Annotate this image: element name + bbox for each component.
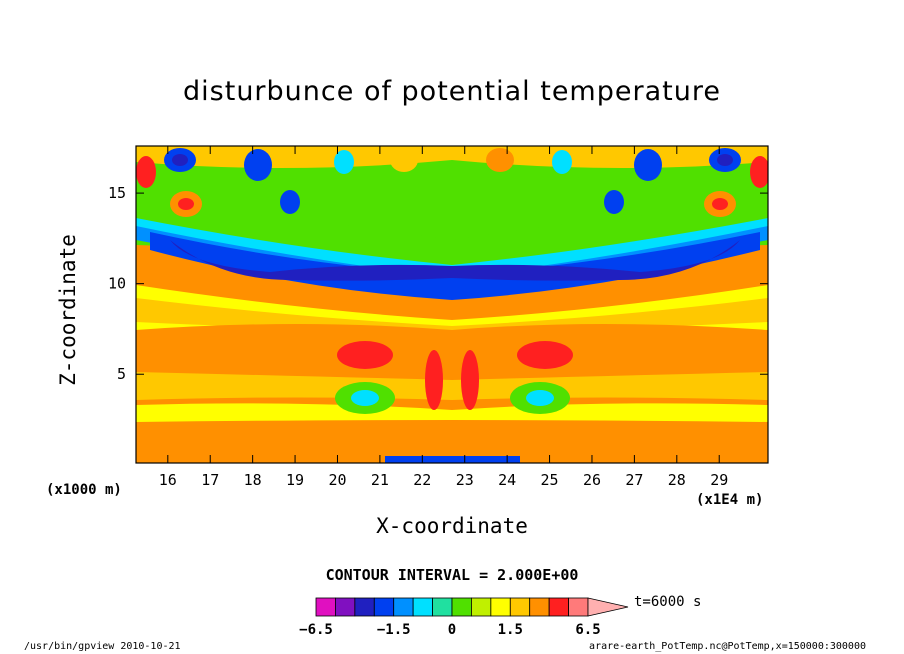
x-unit-right: (x1E4 m) [696,492,764,508]
colorbar [315,597,629,617]
x-tick-label: 22 [413,471,431,489]
warm-plume-right [461,350,479,410]
chart-title: disturbunce of potential temperature [183,76,721,107]
colorbar-segment [412,597,433,617]
blue-layer [150,232,760,300]
plot-frame [135,145,769,464]
time-label: t=6000 s [634,594,702,610]
colorbar-label: 6.5 [575,622,601,638]
footer-source: arare-earth_PotTemp.nc@PotTemp,x=150000:… [589,641,866,652]
x-tick-label: 23 [456,471,474,489]
colorbar-segment [373,597,395,617]
x-tick-label: 19 [286,471,304,489]
x-tick-label: 20 [328,471,346,489]
warm-cell-right [517,341,573,369]
colorbar-segment [529,597,550,617]
colorbar-segment [432,597,453,617]
x-tick-label: 24 [498,471,516,489]
x-tick-label: 28 [668,471,686,489]
colorbar-segment [393,597,414,617]
colorbar-segment [471,597,492,617]
colorbar-label: −6.5 [299,622,333,638]
warm-plume-left [425,350,443,410]
x-tick-label: 26 [583,471,601,489]
orange-lower-band [136,372,768,400]
y-axis-ticks: 5 10 15 [108,184,768,383]
y-tick-label: 10 [108,275,126,293]
x-tick-label: 25 [541,471,559,489]
orange-light-band [136,298,768,330]
colorbar-extension [587,597,629,617]
colorbar-segment [451,597,472,617]
x-tick-label: 16 [159,471,177,489]
cool-core-left [351,390,379,406]
colorbar-segment [548,597,569,617]
colorbar-segment [509,597,531,617]
yellow-lower-band [136,403,768,422]
colorbar-segment [490,597,511,617]
x-tick-label: 29 [710,471,728,489]
plot-area [136,146,768,463]
warm-cell-left [337,341,393,369]
dark-blue-layer [170,240,740,281]
surface-cool-strip [385,456,520,463]
y-tick-label: 15 [108,184,126,202]
contour-interval: CONTOUR INTERVAL = 2.000E+00 [325,566,579,584]
cool-core-right [526,390,554,406]
y-axis-label: Z-coordinate [56,234,80,386]
colorbar-label: 0 [447,622,457,638]
footer-program: /usr/bin/gpview 2010-10-21 [24,641,181,652]
x-tick-label: 27 [625,471,643,489]
x-tick-label: 21 [371,471,389,489]
colorbar-label: 1.5 [497,622,523,638]
colorbar-segment [354,597,375,617]
x-tick-label: 18 [244,471,262,489]
x-axis-ticks: 16 17 18 19 20 21 22 23 24 25 26 27 28 29 [159,146,728,489]
upper-cells [136,148,768,217]
x-tick-label: 17 [201,471,219,489]
orange-mid-band [136,324,768,385]
green-dome [136,160,768,240]
colorbar-segment [315,597,336,617]
x-axis-label: X-coordinate [376,514,528,538]
colorbar-label: −1.5 [376,622,411,638]
y-tick-label: 5 [117,365,126,383]
x-unit-left: (x1000 m) [46,482,122,498]
colorbar-segment [568,597,589,617]
colorbar-segment [335,597,356,617]
